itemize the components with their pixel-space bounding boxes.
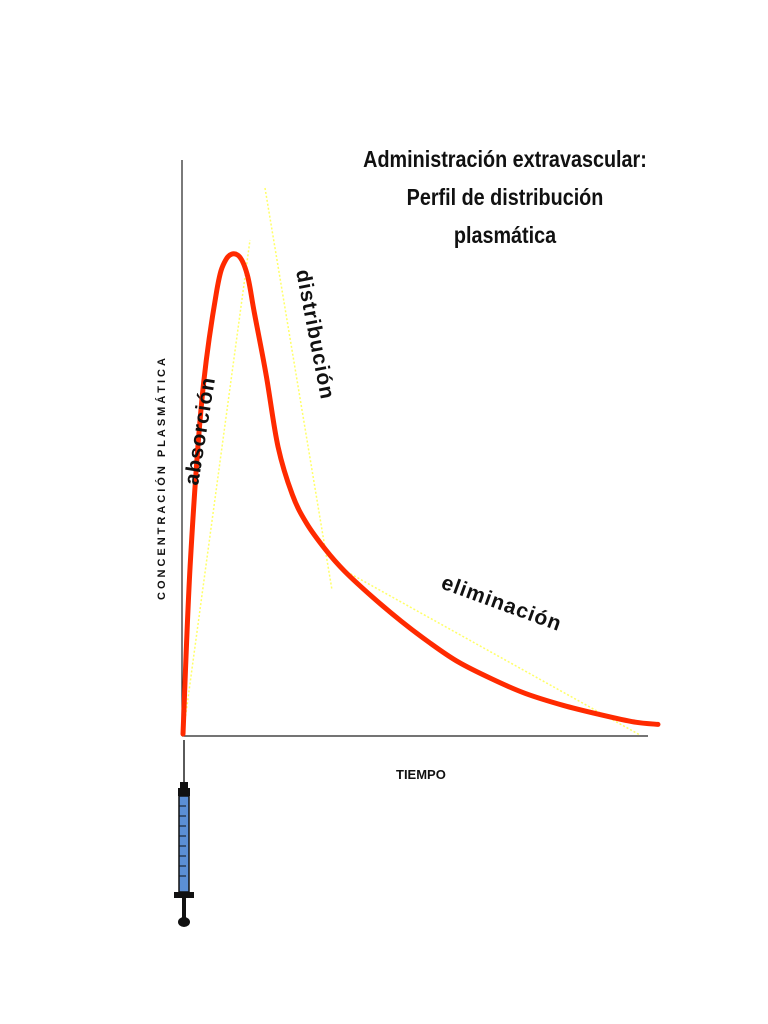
axes (181, 160, 648, 737)
chart-title-block: Administración extravascular: Perfil de … (355, 140, 656, 254)
tangent-eliminacion (339, 567, 641, 736)
tangent-lines (183, 187, 641, 736)
chart-subtitle: Perfil de distribución plasmática (406, 184, 604, 248)
chart-title: Administración extravascular: (363, 146, 647, 172)
concentration-curve (180, 251, 661, 737)
syringe-icon (174, 740, 194, 927)
y-axis-label: CONCENTRACIÓN PLASMÁTICA (155, 355, 168, 600)
label-absorcion: absorción (180, 375, 220, 487)
x-axis-label: TIEMPO (396, 767, 446, 782)
label-distribucion: distribución (291, 268, 339, 402)
label-eliminacion: eliminación (438, 571, 565, 636)
